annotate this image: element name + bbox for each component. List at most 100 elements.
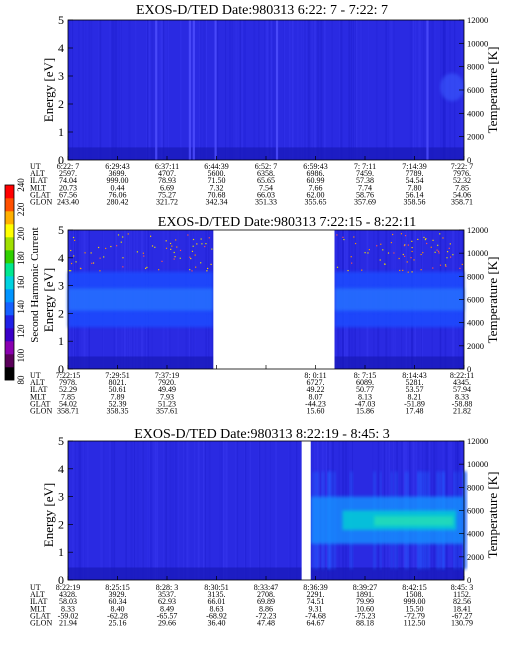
ephemeris-row-label: MLT bbox=[30, 183, 46, 192]
intense-energy-peak bbox=[374, 516, 454, 526]
ephemeris-value: 8:42:15 bbox=[402, 583, 426, 592]
spectrogram-streak bbox=[310, 20, 314, 160]
spectrogram-streak bbox=[269, 441, 271, 580]
energy-speckle bbox=[120, 241, 122, 243]
spectrogram-streak bbox=[318, 20, 321, 160]
ephemeris-value: 3699. bbox=[109, 169, 127, 178]
energy-speckle bbox=[404, 244, 406, 246]
y2-tick-label: 8000 bbox=[467, 62, 484, 72]
spectrogram-streak bbox=[85, 20, 87, 160]
spectrogram-streak bbox=[225, 441, 228, 580]
spectrogram-streak bbox=[423, 20, 425, 160]
ephemeris-value: 6727. bbox=[307, 378, 325, 387]
ephemeris-value: 8:22:19 bbox=[56, 583, 80, 592]
ephemeris-value: 62.00 bbox=[307, 190, 325, 199]
y-tick-label: 5 bbox=[58, 13, 64, 27]
spectrogram-bright-line bbox=[188, 20, 191, 160]
y2-tick-label: 4000 bbox=[467, 318, 484, 328]
ephemeris-value: 6:59:43 bbox=[303, 162, 327, 171]
energy-speckle bbox=[207, 267, 209, 270]
ephemeris-value: 21.94 bbox=[59, 619, 77, 628]
spectrogram-streak bbox=[348, 20, 351, 160]
ephemeris-value: -67.27 bbox=[452, 611, 473, 620]
spectrogram-streak bbox=[235, 20, 238, 160]
ephemeris-row-label: MLT bbox=[30, 604, 46, 613]
energy-speckle bbox=[190, 257, 192, 260]
energy-speckle bbox=[99, 270, 101, 272]
ephemeris-value: 15.60 bbox=[307, 407, 325, 416]
ephemeris-value: 8:22:11 bbox=[450, 371, 474, 380]
ephemeris-value: 62.93 bbox=[158, 597, 176, 606]
ephemeris-value: 7.66 bbox=[309, 183, 323, 192]
energy-speckle bbox=[420, 269, 422, 271]
colorbar-segment bbox=[5, 250, 14, 264]
colorbar-tick-label: 160 bbox=[16, 275, 26, 289]
spectrogram-streak bbox=[111, 20, 114, 160]
energy-speckle bbox=[195, 266, 197, 268]
ephemeris-value: 58.76 bbox=[356, 190, 374, 199]
energy-speckle bbox=[434, 251, 436, 253]
spectrogram-streak bbox=[134, 441, 136, 580]
energy-speckle bbox=[351, 262, 353, 264]
energy-speckle bbox=[449, 243, 451, 245]
energy-speckle bbox=[402, 253, 404, 256]
spectrogram-streak bbox=[75, 441, 76, 580]
spectrogram-streak bbox=[319, 20, 322, 160]
spectrogram-streak bbox=[78, 441, 80, 580]
spectrogram-streak bbox=[261, 20, 263, 160]
colorbar-segment bbox=[5, 185, 14, 199]
colorbar-segment bbox=[5, 328, 14, 342]
colorbar-tick-label: 180 bbox=[16, 251, 26, 265]
energy-speckle bbox=[210, 263, 212, 266]
ephemeris-row-label: ILAT bbox=[30, 597, 47, 606]
energy-speckle bbox=[136, 251, 139, 253]
spectrogram-streak bbox=[263, 20, 266, 160]
spectrogram-streak bbox=[258, 441, 259, 580]
energy-speckle bbox=[379, 259, 381, 261]
energy-speckle bbox=[170, 248, 172, 250]
spectrogram-streak bbox=[83, 441, 85, 580]
energy-speckle bbox=[173, 251, 175, 254]
spectrogram-streak bbox=[116, 20, 117, 160]
y2-tick-label: 10000 bbox=[467, 459, 488, 469]
ephemeris-value: 342.34 bbox=[206, 198, 228, 207]
spectrogram-streak bbox=[178, 441, 180, 580]
energy-speckle bbox=[151, 245, 154, 247]
energy-speckle bbox=[444, 264, 447, 266]
ephemeris-value: 8:33:47 bbox=[254, 583, 278, 592]
spectrogram-streak bbox=[433, 20, 436, 160]
spectrogram-streak bbox=[203, 20, 206, 160]
energy-speckle bbox=[437, 250, 440, 252]
energy-speckle bbox=[173, 258, 175, 260]
energy-speckle bbox=[380, 243, 382, 245]
ephemeris-value: 52.39 bbox=[109, 399, 127, 408]
energy-speckle bbox=[392, 233, 394, 236]
energy-speckle bbox=[347, 269, 349, 272]
y2-tick-label: 6000 bbox=[467, 506, 484, 516]
spectrogram-streak bbox=[387, 20, 389, 160]
ephemeris-value: 47.48 bbox=[257, 619, 275, 628]
energy-speckle bbox=[75, 261, 77, 263]
spectrogram-streak bbox=[164, 20, 166, 160]
energy-speckle bbox=[196, 243, 198, 245]
colorbar-segment bbox=[5, 211, 14, 225]
energy-speckle bbox=[68, 270, 71, 272]
spectrogram-streak bbox=[231, 20, 233, 160]
spectrogram-streak bbox=[82, 20, 84, 160]
ephemeris-value: 18.41 bbox=[453, 604, 471, 613]
spectrogram-streak bbox=[125, 441, 127, 580]
y2-tick-label: 6000 bbox=[467, 295, 484, 305]
ephemeris-value: -62.28 bbox=[107, 611, 128, 620]
energy-speckle bbox=[200, 262, 202, 264]
energy-speckle bbox=[437, 244, 439, 246]
colorbar-segment bbox=[5, 341, 14, 355]
spectrogram-streak bbox=[141, 441, 143, 580]
spectrogram-streak bbox=[355, 20, 358, 160]
panel-3-ylabel2: Temperature [K] bbox=[485, 472, 500, 559]
spectrogram-streak bbox=[307, 20, 310, 160]
energy-speckle bbox=[154, 246, 156, 248]
energy-speckle bbox=[384, 263, 386, 265]
colorbar: 80 100 120 140 160 180 200 220 240 Second Harmon… bbox=[4, 178, 41, 385]
